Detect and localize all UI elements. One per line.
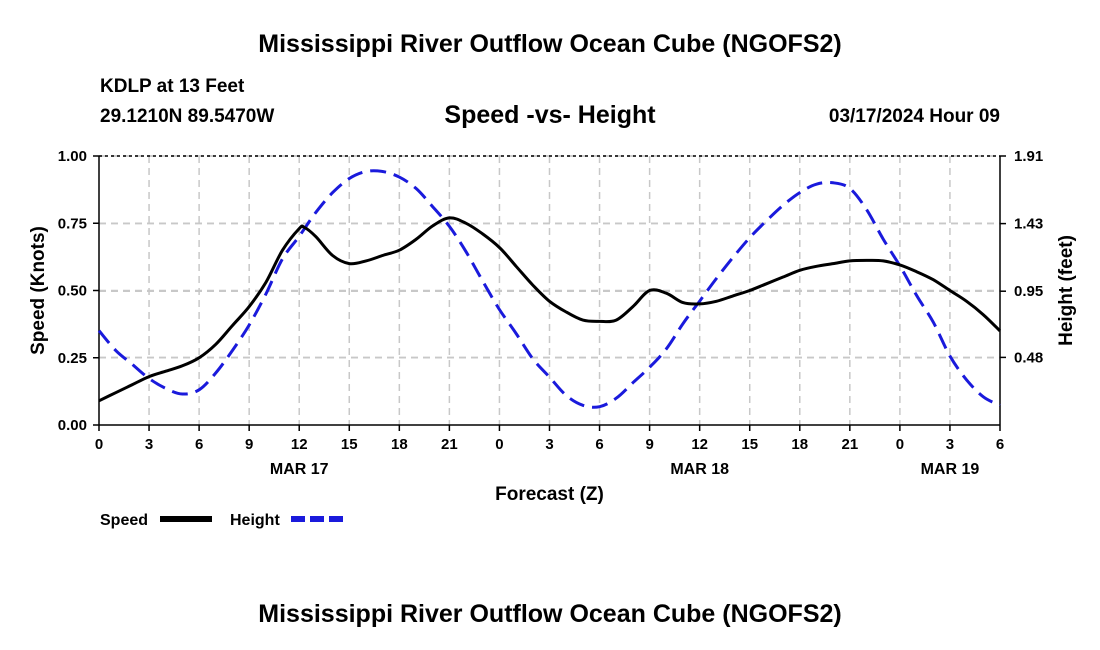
x-axis-title: Forecast (Z) [495, 484, 604, 505]
x-tick-label: 3 [946, 436, 954, 453]
date-label: MAR 17 [270, 461, 329, 478]
x-tick-label: 3 [545, 436, 553, 453]
x-tick-label: 0 [95, 436, 103, 453]
x-tick-label: 15 [741, 436, 758, 453]
x-tick-label: 21 [841, 436, 858, 453]
station-coordinates: 29.1210N 89.5470W [100, 106, 275, 127]
date-label: MAR 18 [670, 461, 729, 478]
x-tick-label: 9 [645, 436, 653, 453]
y-tick-label: 0.75 [58, 215, 87, 232]
x-tick-label: 6 [595, 436, 603, 453]
x-tick-label: 18 [791, 436, 808, 453]
y-axis-title: Speed (Knots) [28, 226, 49, 355]
y2-tick-label: 0.95 [1014, 283, 1043, 300]
x-tick-label: 0 [495, 436, 503, 453]
x-tick-label: 12 [691, 436, 708, 453]
y2-tick-label: 1.91 [1014, 148, 1043, 165]
height-series-line [97, 169, 1001, 409]
x-tick-label: 9 [245, 436, 253, 453]
chart-subtitle: Speed -vs- Height [444, 101, 656, 129]
legend-label-speed: Speed [100, 512, 148, 529]
x-tick-label: 12 [291, 436, 308, 453]
y-tick-label: 0.50 [58, 283, 87, 300]
y2-axis-title: Height (feet) [1056, 235, 1077, 346]
y2-tick-label: 1.43 [1014, 216, 1043, 233]
x-tick-label: 3 [145, 436, 153, 453]
chart-title: Mississippi River Outflow Ocean Cube (NG… [258, 30, 842, 58]
x-tick-label: 21 [441, 436, 458, 453]
y2-tick-label: 0.48 [1014, 349, 1043, 366]
x-tick-label: 15 [341, 436, 358, 453]
x-tick-label: 6 [996, 436, 1004, 453]
station-label: KDLP at 13 Feet [100, 76, 245, 97]
footer-title: Mississippi River Outflow Ocean Cube (NG… [258, 600, 842, 628]
speed-series-line [98, 216, 1002, 403]
x-tick-label: 6 [195, 436, 203, 453]
x-tick-label: 0 [896, 436, 904, 453]
y-tick-label: 0.00 [58, 417, 87, 434]
x-tick-label: 18 [391, 436, 408, 453]
date-label: MAR 19 [921, 461, 980, 478]
y-tick-label: 0.25 [58, 350, 87, 367]
forecast-timestamp: 03/17/2024 Hour 09 [828, 106, 1000, 127]
y-tick-label: 1.00 [58, 148, 87, 165]
legend-label-height: Height [230, 512, 280, 529]
